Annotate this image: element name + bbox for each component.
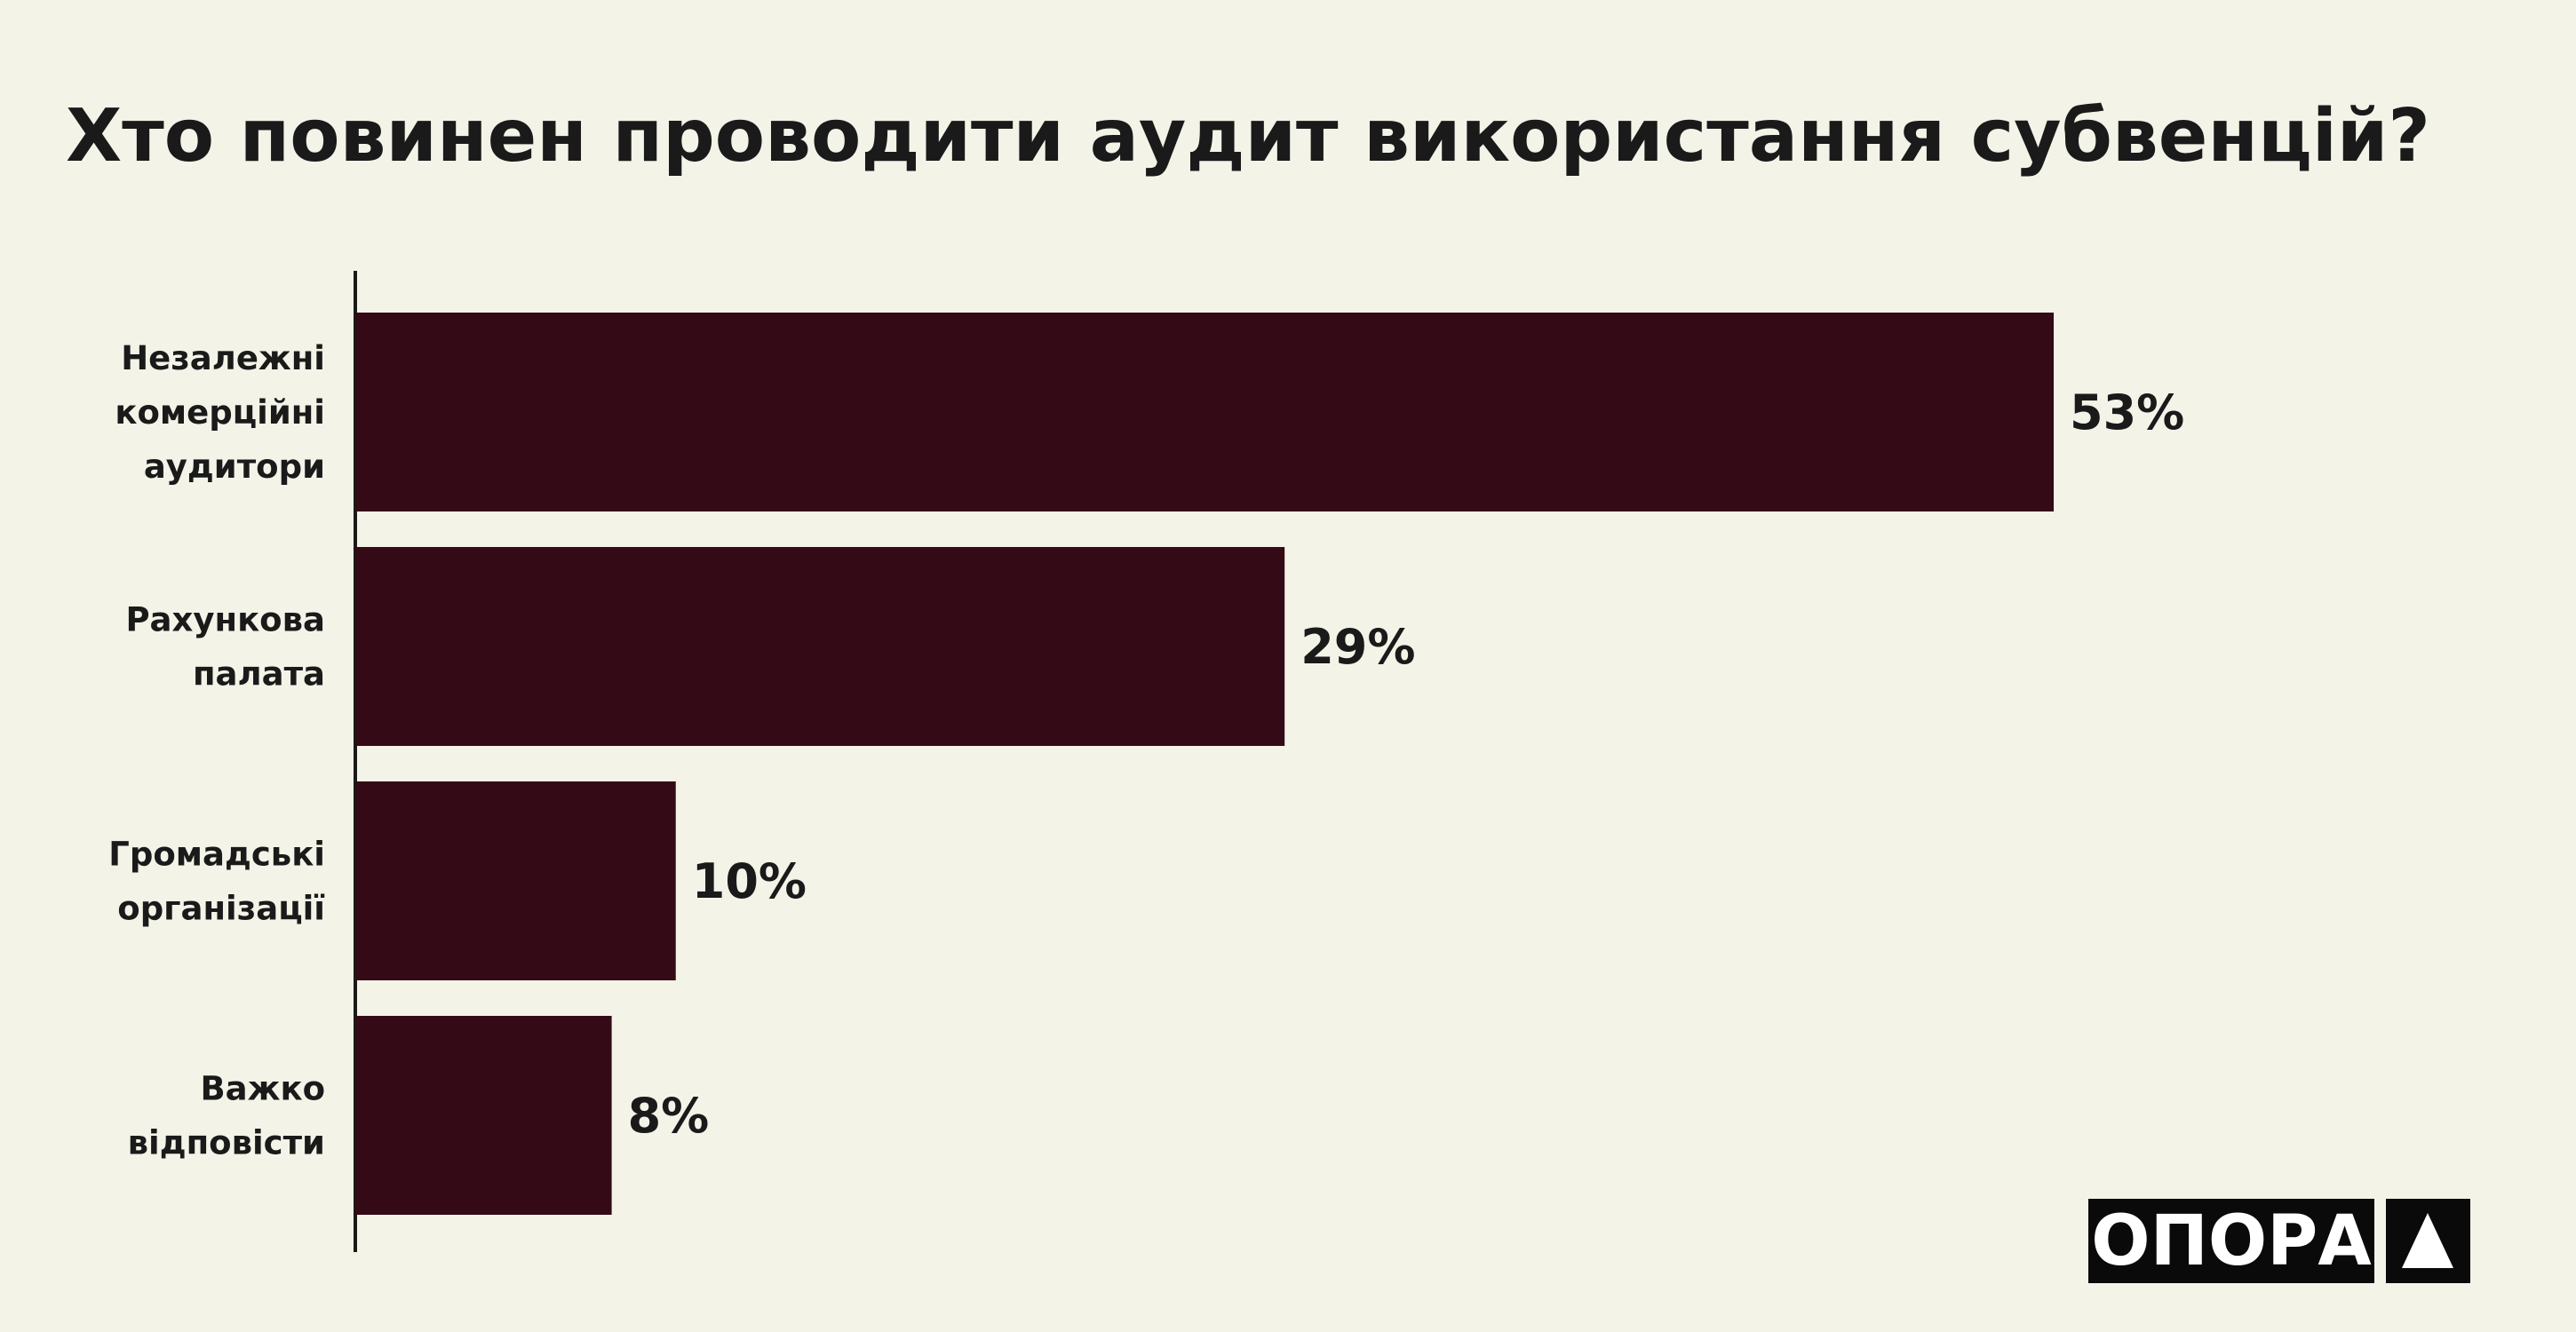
bar xyxy=(355,313,2054,511)
bar xyxy=(355,1016,612,1215)
category-label: Громадські організації xyxy=(108,836,325,928)
chart-title: Хто повинен проводити аудит використання… xyxy=(66,94,2430,178)
value-label: 29% xyxy=(1300,619,1415,675)
bar xyxy=(355,781,676,980)
value-label: 8% xyxy=(628,1088,710,1144)
bar xyxy=(355,547,1285,746)
category-label: Незалежні комерційні аудитори xyxy=(115,339,325,486)
logo: ОПОРА xyxy=(2091,1201,2371,1281)
category-label: Важко відповісти xyxy=(128,1070,325,1162)
category-label: Рахункова палата xyxy=(125,601,325,694)
value-label: 10% xyxy=(692,853,807,909)
value-label: 53% xyxy=(2070,385,2184,440)
logo-box xyxy=(2088,1199,2374,1283)
logo-triangle xyxy=(2402,1213,2453,1268)
